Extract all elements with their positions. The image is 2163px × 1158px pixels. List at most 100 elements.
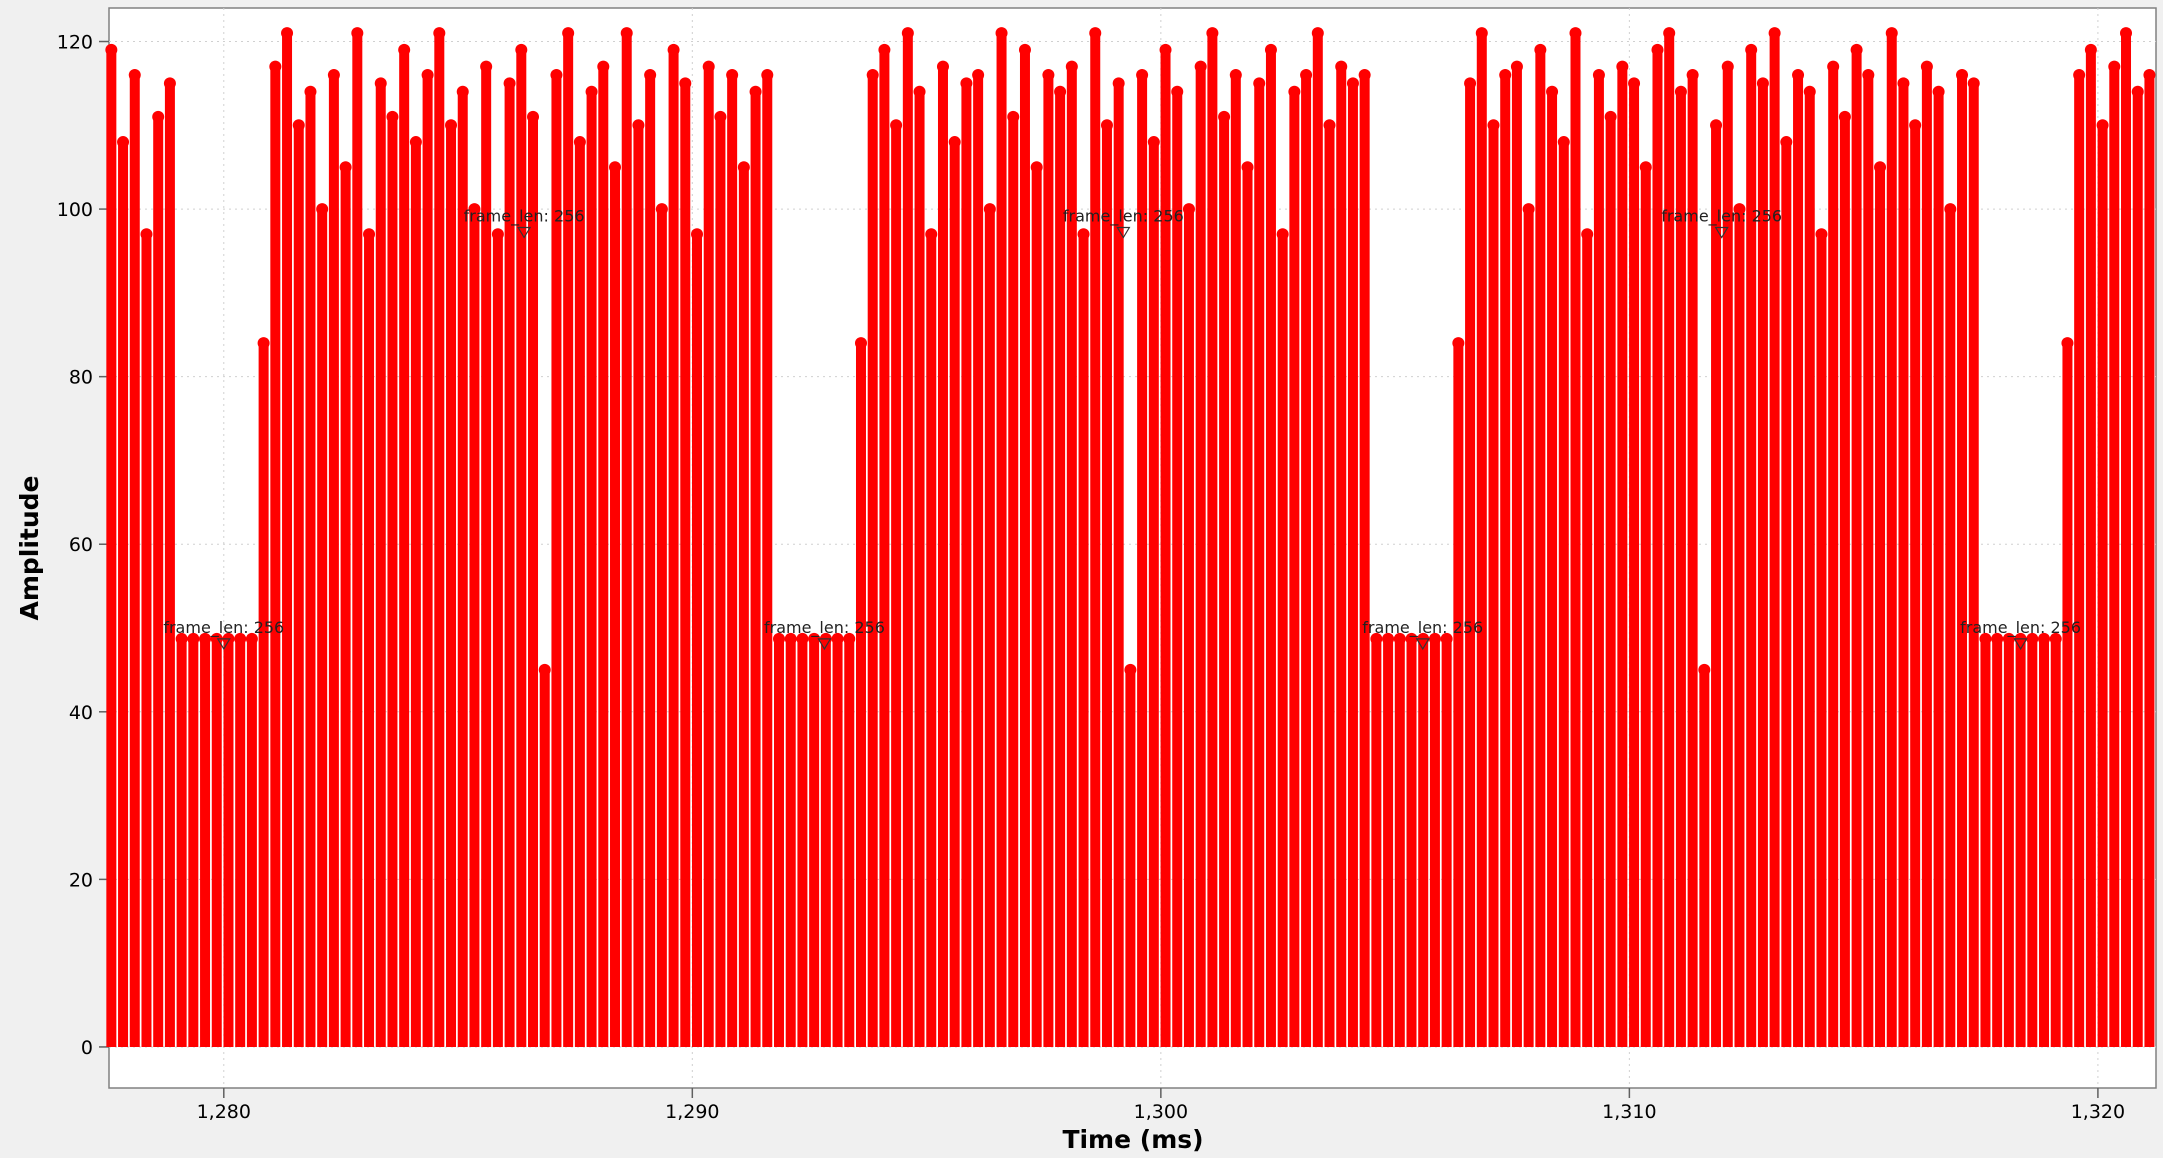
stem-marker [2120,27,2133,40]
stem-marker [2073,69,2086,82]
stem-marker [1850,43,1863,56]
y-tick-label: 80 [69,367,93,389]
stem-marker [1136,69,1149,82]
stem-marker [772,632,785,645]
stem-marker [878,43,891,56]
tag-marker [517,226,532,239]
stem-marker [2108,60,2121,73]
stem-marker [691,228,704,241]
tag-label: frame_len: 256 [163,618,284,638]
stem-marker [152,110,165,123]
stem-marker [960,77,973,90]
stem-marker [1182,203,1195,216]
y-tick-label: 20 [69,869,93,891]
stem-marker [726,69,739,82]
stem-marker [1510,60,1523,73]
stem-marker [316,203,329,216]
stem-marker [2143,69,2156,82]
stem-marker [1218,110,1231,123]
stem-marker [1358,69,1371,82]
stem-marker [784,632,797,645]
x-tick-label: 1,280 [197,1101,251,1123]
stem-marker [386,110,399,123]
y-tick-label: 60 [69,534,93,556]
stem-marker [327,69,340,82]
stem-marker [1346,77,1359,90]
stem-marker [1838,110,1851,123]
stem-marker [398,43,411,56]
stem-marker [1827,60,1840,73]
stem-marker [1768,27,1781,40]
stem-marker [890,119,903,132]
stem-marker [1405,632,1418,645]
stem-marker [667,43,680,56]
stem-marker [597,60,610,73]
stem-marker [1241,161,1254,174]
x-axis-label: Time (ms) [1062,1125,1203,1154]
stem-marker [199,632,212,645]
stem-marker [1604,110,1617,123]
tag-label: frame_len: 256 [464,207,585,227]
stem-marker [187,632,200,645]
stem-marker [1710,119,1723,132]
tag-marker [1714,226,1729,239]
stem-marker [538,663,551,676]
stem-marker [456,85,469,98]
stem-marker [936,60,949,73]
stem-marker [257,337,270,350]
stem-marker [1792,69,1805,82]
stem-marker [1054,85,1067,98]
stem-marker [1428,632,1441,645]
stem-marker [761,69,774,82]
stem-marker [1651,43,1664,56]
stem-marker [1499,69,1512,82]
stem-marker [585,85,598,98]
stem-marker [1311,27,1324,40]
y-axis-label: Amplitude [15,475,44,620]
stem-marker [433,27,446,40]
stem-marker [1721,60,1734,73]
stem-marker [1159,43,1172,56]
stem-marker [2049,632,2062,645]
stem-marker [609,161,622,174]
stem-marker [1042,69,1055,82]
tag-label: frame_len: 256 [1960,618,2081,638]
stem-marker [1745,43,1758,56]
stem-marker [2061,337,2074,350]
stem-marker [1393,632,1406,645]
stem-marker [644,69,657,82]
stem-marker [1909,119,1922,132]
stem-marker [1557,136,1570,149]
stem-marker [2131,85,2144,98]
y-tick-label: 100 [57,199,93,221]
stem-marker [1229,69,1242,82]
stem-marker [1569,27,1582,40]
stem-marker [1323,119,1336,132]
stem-marker [1206,27,1219,40]
stem-marker [925,228,938,241]
stem-marker [491,228,504,241]
stem-marker [468,203,481,216]
stem-marker [1639,161,1652,174]
stem-marker [281,27,294,40]
stem-marker [1452,337,1465,350]
stem-marker [363,228,376,241]
stem-marker [843,632,856,645]
stem-marker [1944,203,1957,216]
x-tick-label: 1,290 [665,1101,719,1123]
stem-marker [1815,228,1828,241]
stem-marker [1534,43,1547,56]
stem-marker [1874,161,1887,174]
y-tick-label: 120 [57,32,93,54]
stem-marker [2038,632,2051,645]
stem-marker [292,119,305,132]
tag-marker [216,638,231,651]
stem-marker [1546,85,1559,98]
x-tick-label: 1,310 [1602,1101,1656,1123]
stem-marker [1674,85,1687,98]
tag-label: frame_len: 256 [1661,207,1782,227]
stem-marker [562,27,575,40]
stem-marker [2002,632,2015,645]
stem-marker [1522,203,1535,216]
